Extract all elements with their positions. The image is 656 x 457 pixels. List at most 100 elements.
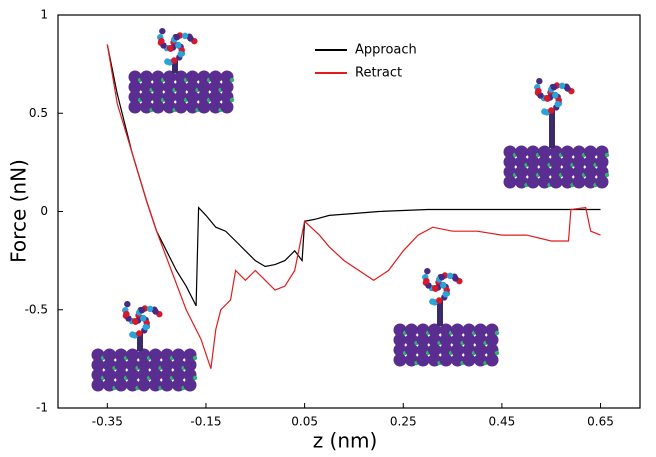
series-line xyxy=(106,44,601,369)
slab-atom xyxy=(549,175,563,189)
slab-atom xyxy=(160,378,174,392)
slab-atom xyxy=(538,145,551,159)
y-tick-label: -0.5 xyxy=(25,302,48,316)
cluster-atom xyxy=(564,85,571,92)
cluster-atom xyxy=(173,33,181,41)
slab-dopant xyxy=(494,350,500,356)
slab-dopant xyxy=(229,77,235,83)
cluster-atom xyxy=(558,82,566,90)
cluster-atom xyxy=(436,297,443,304)
legend-label: Retract xyxy=(355,66,402,81)
cluster-atom xyxy=(146,305,154,313)
cluster-atom xyxy=(152,308,159,315)
cluster-atom xyxy=(175,42,182,49)
slab-atom xyxy=(561,165,574,179)
cluster-atom xyxy=(140,315,147,322)
slab-atom xyxy=(572,155,586,169)
slab-atom xyxy=(183,358,197,372)
slab-atom xyxy=(220,80,234,94)
series-line xyxy=(106,44,601,307)
cluster-atom xyxy=(536,77,543,85)
slab-atom xyxy=(393,353,407,367)
slab-atom xyxy=(151,100,165,114)
cluster-atom xyxy=(138,306,146,314)
slab-atom xyxy=(163,90,176,104)
x-tick-label: 0.05 xyxy=(291,415,318,429)
slab-atom xyxy=(405,323,418,337)
legend-label: Approach xyxy=(355,43,417,58)
cluster-atom xyxy=(442,290,449,298)
slab-atom xyxy=(515,165,528,179)
cluster-atom xyxy=(440,282,447,289)
cluster-atom xyxy=(181,32,189,40)
cluster-atom xyxy=(548,107,555,114)
slab-atom xyxy=(137,378,151,392)
slab-dopant xyxy=(604,172,610,178)
slab-atom xyxy=(526,175,540,189)
slab-atom xyxy=(160,358,174,372)
cluster-atom xyxy=(177,50,184,58)
slab-atom xyxy=(137,358,151,372)
slab-atom xyxy=(485,333,499,347)
slab-atom xyxy=(503,175,517,189)
slab-atom xyxy=(174,100,188,114)
slab-atom xyxy=(462,353,476,367)
slab-atom xyxy=(126,368,139,382)
slab-atom xyxy=(474,343,487,357)
cluster-atom xyxy=(431,284,439,292)
cluster-atom xyxy=(166,44,174,52)
cluster-atom xyxy=(429,298,436,305)
cluster-atom xyxy=(171,57,178,64)
slab-atom xyxy=(91,378,105,392)
slab-dopant xyxy=(604,152,610,158)
stem xyxy=(137,332,143,351)
molecule-illustrations xyxy=(91,27,610,392)
slab-atom xyxy=(416,333,430,347)
y-tick-label: 0.5 xyxy=(29,106,48,120)
slab-atom xyxy=(584,165,597,179)
stem xyxy=(437,299,443,326)
cluster-atom xyxy=(552,92,559,99)
slab-atom xyxy=(451,343,464,357)
x-tick-label: 0.25 xyxy=(390,415,417,429)
slab-atom xyxy=(462,333,476,347)
slab-atom xyxy=(149,368,162,382)
x-tick-label: -0.15 xyxy=(190,415,221,429)
slab-atom xyxy=(172,348,185,362)
slab-atom xyxy=(128,100,142,114)
slab-atom xyxy=(209,70,222,84)
cluster-atom xyxy=(136,330,143,337)
slab-atom xyxy=(595,155,609,169)
cluster-atom xyxy=(164,58,171,65)
slab-atom xyxy=(584,145,597,159)
x-tick-label: 0.45 xyxy=(489,415,516,429)
slab-atom xyxy=(140,90,153,104)
slab-atom xyxy=(428,343,441,357)
slab-atom xyxy=(149,348,162,362)
slab-atom xyxy=(451,323,464,337)
slab-dopant xyxy=(192,375,198,381)
slab-atom xyxy=(595,175,609,189)
slab-atom xyxy=(503,155,517,169)
cluster-atom xyxy=(550,83,558,91)
slab-atom xyxy=(393,333,407,347)
y-tick-label: 0 xyxy=(40,204,48,218)
slab-atom xyxy=(485,353,499,367)
cluster-atom xyxy=(452,275,459,282)
cluster-atom xyxy=(159,27,166,35)
slab-atom xyxy=(114,378,128,392)
slab-atom xyxy=(91,358,105,372)
slab-atom xyxy=(526,155,540,169)
cluster-atom xyxy=(123,310,130,318)
cluster-atom xyxy=(131,317,139,325)
slab-atom xyxy=(549,155,563,169)
slab-atom xyxy=(126,348,139,362)
slab-atom xyxy=(172,368,185,382)
slab-dopant xyxy=(229,97,235,103)
x-tick-label: 0.65 xyxy=(587,415,614,429)
stem xyxy=(172,59,178,73)
y-tick-label: -1 xyxy=(36,401,48,415)
cluster-atom xyxy=(158,37,165,45)
cluster-atom xyxy=(424,267,431,275)
cluster-atom xyxy=(554,100,561,108)
